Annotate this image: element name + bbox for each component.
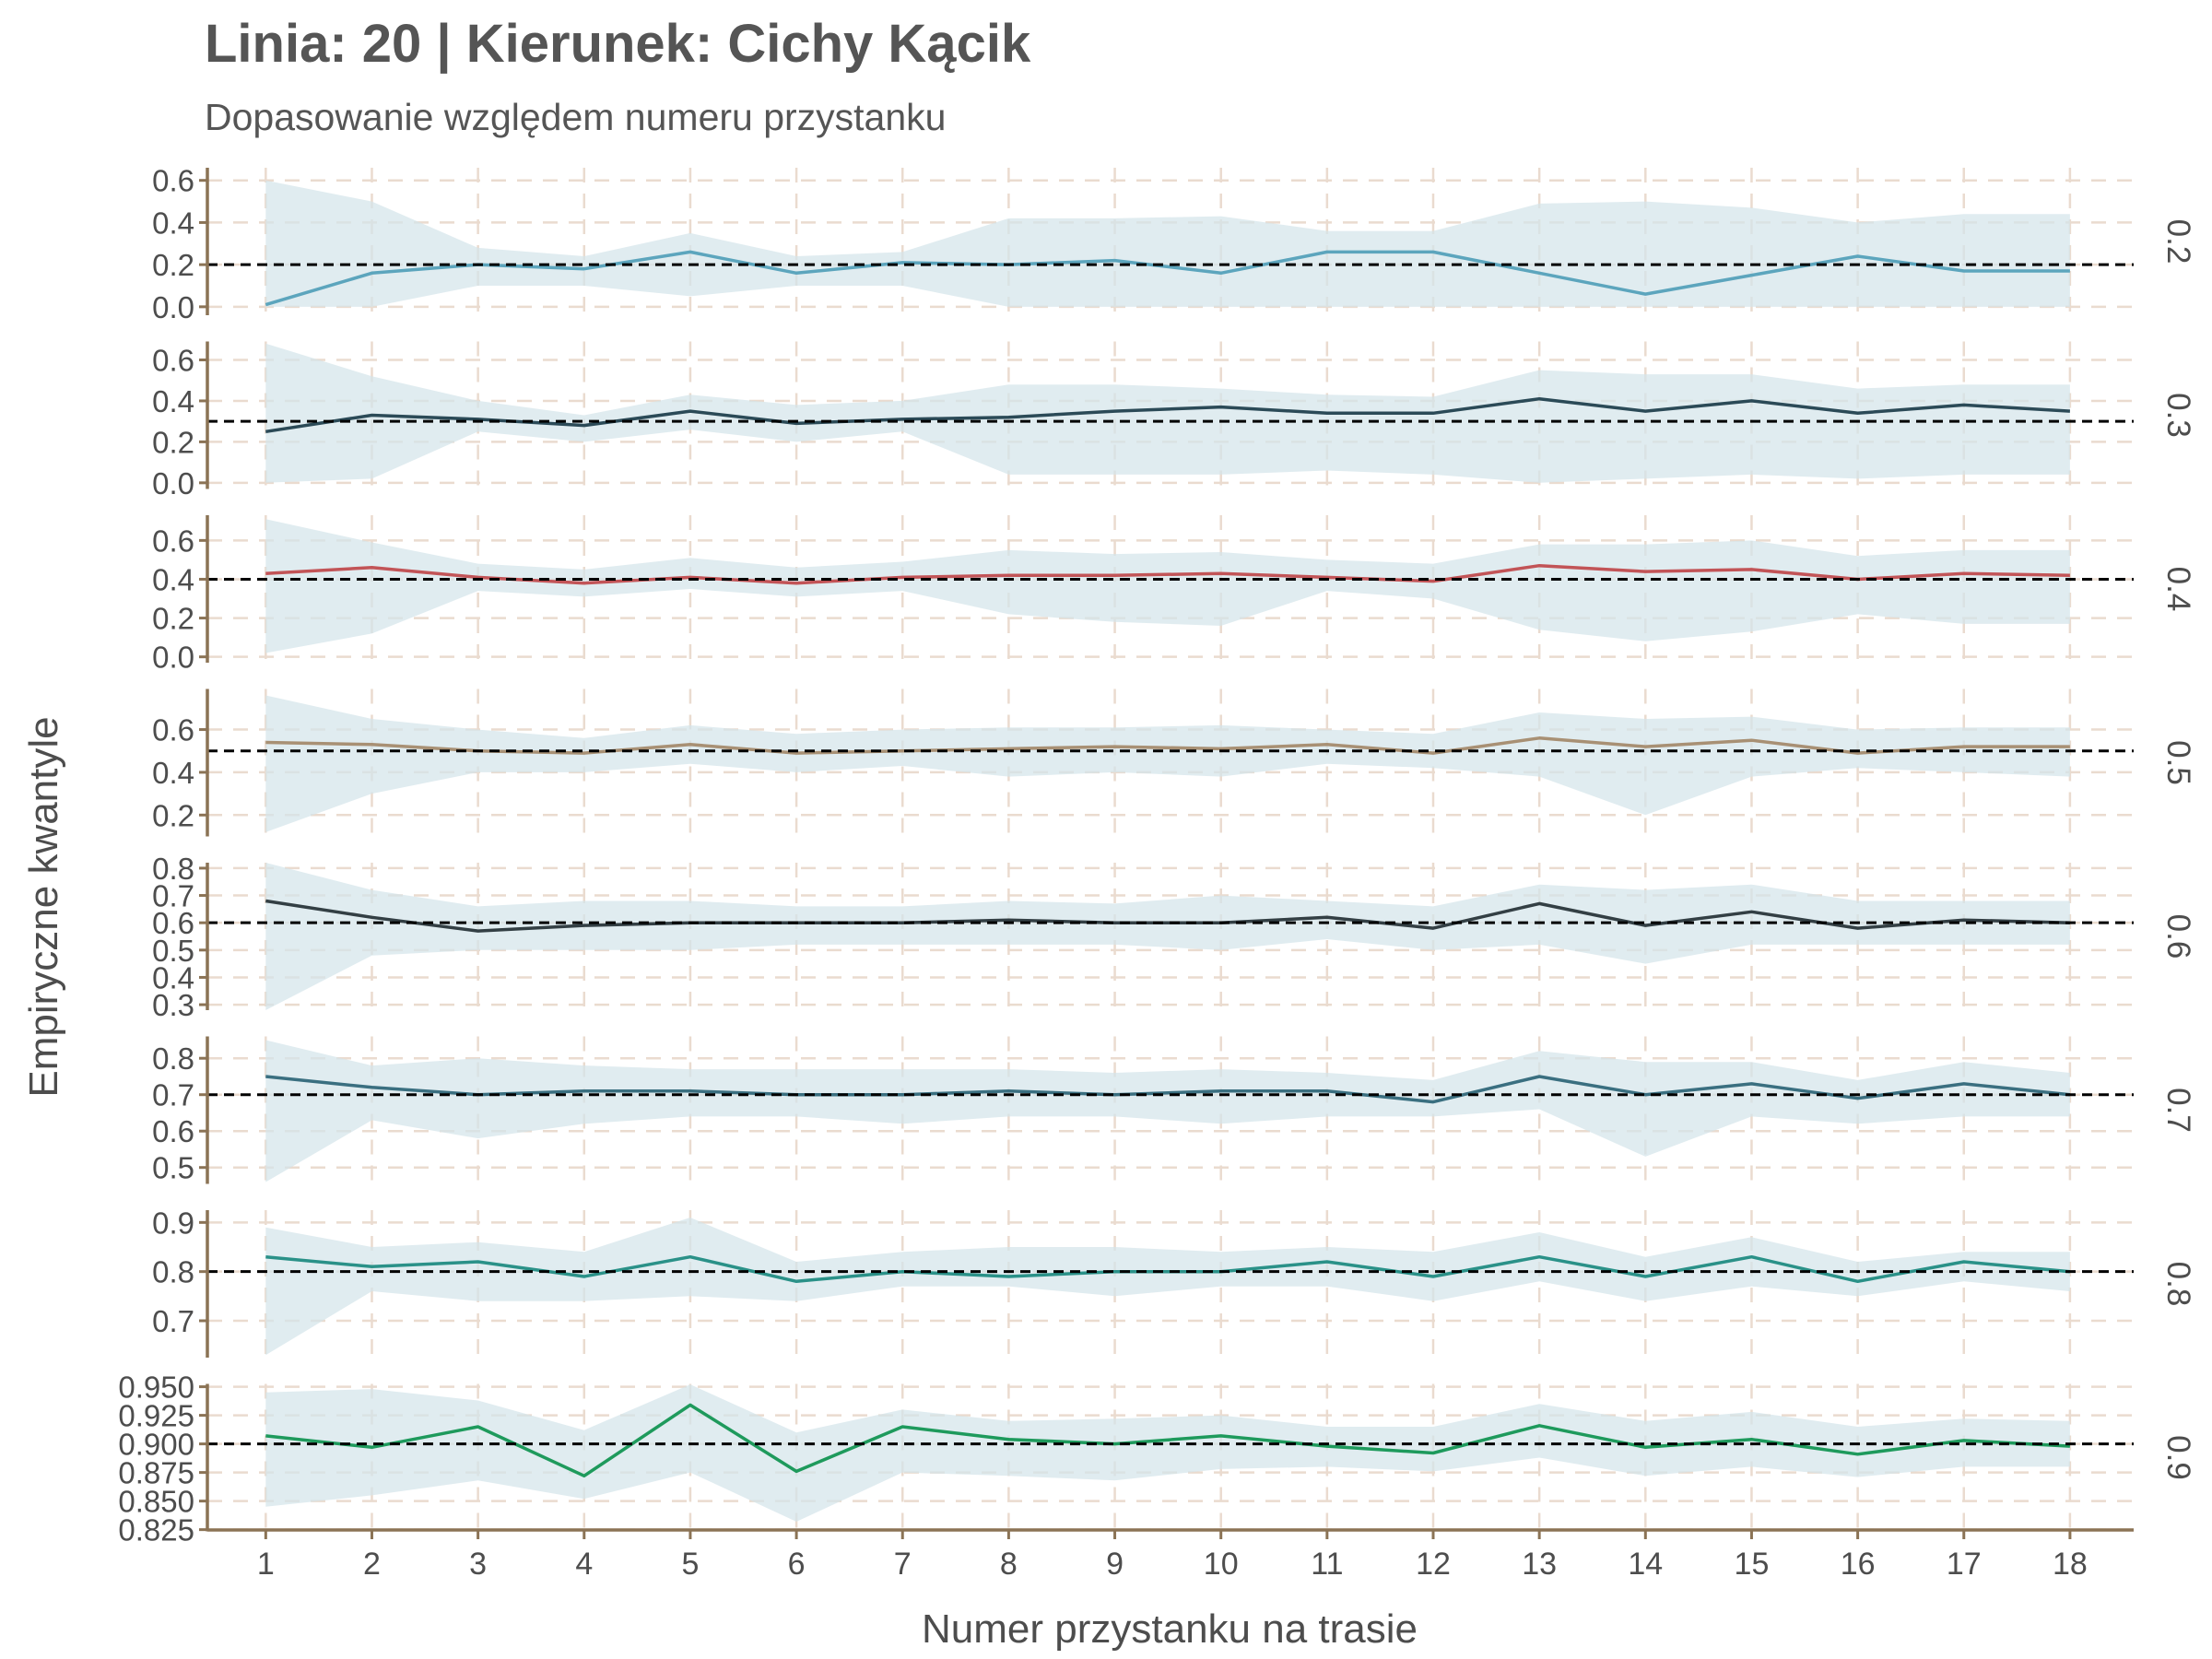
- y-tick-label: 0.8: [152, 852, 194, 886]
- series-line: [265, 1403, 2070, 1478]
- y-tick-label: 0.6: [152, 164, 194, 198]
- confidence-ribbon: [265, 1218, 2070, 1356]
- x-tick-label: 8: [1000, 1547, 1018, 1582]
- x-tick-label: 2: [363, 1547, 381, 1582]
- x-tick-label: 16: [1841, 1547, 1876, 1582]
- y-tick-label: 0.2: [152, 798, 194, 832]
- facet-panel-0.5: 0.2 0.4 0.6 0.5: [152, 688, 2196, 837]
- y-tick-label: 0.9: [152, 1206, 194, 1240]
- y-axis-title: Empiryczne kwantyle: [21, 716, 66, 1097]
- x-tick-label: 6: [788, 1547, 806, 1582]
- facet-strip-label: 0.3: [2160, 393, 2196, 438]
- x-tick-label: 7: [894, 1547, 912, 1582]
- x-tick-label: 18: [2053, 1547, 2088, 1582]
- y-tick-label: 0.4: [152, 562, 194, 596]
- facet-strip-label: 0.5: [2160, 740, 2196, 785]
- y-tick-label: 0.4: [152, 384, 194, 418]
- facet-panel-0.7: 0.50.60.70.80.7: [152, 1036, 2196, 1185]
- series-line: [265, 899, 2070, 933]
- facet-panel-0.8: 0.7 0.8 0.9 0.8: [152, 1206, 2196, 1358]
- y-tick-label: 0.5: [152, 1151, 194, 1185]
- y-tick-label: 0.875: [118, 1456, 194, 1490]
- facet-panel-0.2: 0.0 0.2 0.4 0.6 0.2: [152, 164, 2196, 324]
- y-tick-label: 0.0: [152, 466, 194, 500]
- x-axis: 1 2 3 4 5 6 7 8 9 10 11 12 13 14 15 16 17 18: [207, 1528, 2134, 1582]
- y-tick-label: 0.0: [152, 290, 194, 324]
- facet-panel-0.4: 0.0 0.2 0.4 0.6 0.4: [152, 515, 2196, 675]
- y-tick-label: 0.6: [152, 713, 194, 747]
- x-tick-label: 3: [469, 1547, 487, 1582]
- x-tick-label: 15: [1735, 1547, 1770, 1582]
- x-tick-label: 10: [1204, 1547, 1239, 1582]
- y-tick-label: 0.6: [152, 1114, 194, 1148]
- facet-strip-label: 0.8: [2160, 1262, 2196, 1307]
- x-tick-label: 11: [1311, 1547, 1343, 1582]
- confidence-ribbon: [265, 343, 2070, 483]
- y-tick-label: 0.825: [118, 1513, 194, 1547]
- y-tick-label: 0.950: [118, 1371, 194, 1405]
- facet-panel-0.6: 0.30.40.50.60.70.80.6: [152, 852, 2196, 1022]
- facet-panel-0.3: 0.0 0.2 0.4 0.6 0.3: [152, 341, 2196, 500]
- y-tick-label: 0.7: [152, 1304, 194, 1338]
- facet-strip-label: 0.6: [2160, 914, 2196, 959]
- y-tick-label: 0.4: [152, 206, 194, 240]
- facet-strip-label: 0.9: [2160, 1435, 2196, 1480]
- y-tick-label: 0.6: [152, 906, 194, 940]
- confidence-ribbon: [265, 1040, 2070, 1182]
- x-tick-label: 4: [575, 1547, 593, 1582]
- y-tick-label: 0.7: [152, 1078, 194, 1112]
- y-tick-label: 0.2: [152, 425, 194, 459]
- y-tick-label: 0.900: [118, 1428, 194, 1462]
- x-tick-label: 1: [257, 1547, 275, 1582]
- series-line: [265, 736, 2070, 755]
- x-tick-label: 5: [681, 1547, 699, 1582]
- x-axis-title: Numer przystanku na trasie: [922, 1606, 1418, 1652]
- y-tick-label: 0.7: [152, 879, 194, 913]
- y-tick-label: 0.4: [152, 756, 194, 790]
- y-tick-label: 0.6: [152, 524, 194, 558]
- x-tick-label: 17: [1947, 1547, 1982, 1582]
- facet-strip-label: 0.4: [2160, 567, 2196, 612]
- series-line: [265, 250, 2070, 307]
- y-tick-label: 0.4: [152, 960, 194, 994]
- confidence-ribbon: [265, 519, 2070, 653]
- series-line: [265, 1254, 2071, 1284]
- y-tick-label: 0.0: [152, 641, 194, 675]
- confidence-ribbon: [265, 1384, 2070, 1522]
- y-tick-label: 0.6: [152, 344, 194, 378]
- facet-strip-label: 0.2: [2160, 219, 2196, 265]
- series-line: [265, 396, 2071, 434]
- x-tick-label: 14: [1628, 1547, 1663, 1582]
- confidence-ribbon: [265, 180, 2070, 307]
- y-tick-label: 0.2: [152, 602, 194, 636]
- x-tick-label: 9: [1106, 1547, 1124, 1582]
- series-line: [265, 1075, 2071, 1104]
- y-tick-label: 0.925: [118, 1399, 194, 1433]
- y-tick-label: 0.3: [152, 988, 194, 1022]
- y-tick-label: 0.8: [152, 1255, 194, 1289]
- y-tick-label: 0.5: [152, 934, 194, 968]
- y-tick-label: 0.8: [152, 1041, 194, 1076]
- y-tick-label: 0.2: [152, 248, 194, 282]
- chart-subtitle: Dopasowanie względem numeru przystanku: [205, 96, 947, 138]
- confidence-ribbon: [265, 863, 2070, 1010]
- chart-title: Linia: 20 | Kierunek: Cichy Kącik: [205, 14, 1031, 74]
- y-tick-label: 0.850: [118, 1485, 194, 1519]
- facet-strip-label: 0.7: [2160, 1088, 2196, 1133]
- confidence-ribbon: [265, 695, 2070, 832]
- x-tick-label: 12: [1416, 1547, 1451, 1582]
- series-line: [265, 563, 2070, 585]
- x-tick-label: 13: [1522, 1547, 1557, 1582]
